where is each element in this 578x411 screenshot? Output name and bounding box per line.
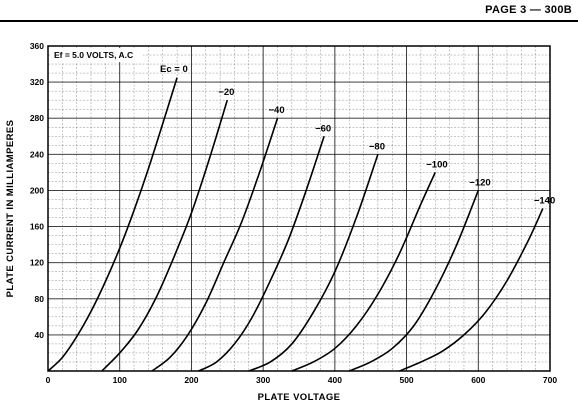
y-tick-label: 320 [30, 77, 44, 87]
curve-ec-neg140 [399, 208, 544, 372]
x-tick-label: 700 [543, 375, 557, 385]
curve-ec-neg80 [248, 154, 379, 372]
header-rule [0, 20, 578, 22]
curve-ec-neg120 [348, 190, 480, 372]
curve-label-ec-neg80: −80 [369, 141, 385, 152]
curve-label-ec-neg20: −20 [218, 87, 234, 98]
annotation-box [51, 48, 143, 62]
y-tick-label: 40 [35, 330, 45, 340]
curve-ec-neg20 [101, 99, 229, 372]
x-tick-label: 500 [399, 375, 413, 385]
page-header: PAGE 3 — 300B [0, 0, 578, 22]
curve-label-ec-neg140: −140 [534, 196, 555, 207]
curve-ec-neg60 [198, 136, 325, 372]
curve-ec-neg100 [291, 172, 436, 372]
y-tick-label: 280 [30, 113, 44, 123]
filament-annotation: Ef = 5.0 VOLTS, A.C [54, 50, 133, 60]
page-label: PAGE 3 — 300B [485, 4, 572, 16]
y-tick-label: 80 [35, 294, 45, 304]
grid-bias-annotation: Ec = 0 [160, 64, 188, 75]
x-tick-label: 100 [113, 375, 127, 385]
x-tick-label: 400 [328, 375, 342, 385]
x-tick-label: 300 [256, 375, 270, 385]
grid [48, 46, 550, 371]
y-tick-label: 360 [30, 41, 44, 51]
curve-ec-neg40 [151, 117, 279, 372]
curve-label-ec-neg40: −40 [268, 105, 284, 116]
curve-label-ec-neg60: −60 [315, 123, 331, 134]
x-tick-label: 200 [184, 375, 198, 385]
y-tick-label: 120 [30, 258, 44, 268]
x-tick-label: 0 [46, 375, 51, 385]
curves [47, 77, 544, 372]
x-tick-label: 600 [471, 375, 485, 385]
y-axis-title: PLATE CURRENT IN MILLIAMPERES [5, 120, 16, 298]
tick-labels: 0 100 200 300 400 500 600 700 40 80 120 160 200 240 28… [30, 41, 558, 385]
y-tick-label: 240 [30, 149, 44, 159]
curve-labels: −20 −40 −60 −80 −100 −120 −140 [218, 87, 555, 206]
y-tick-label: 160 [30, 222, 44, 232]
curve-label-ec-neg120: −120 [469, 177, 490, 188]
y-tick-label: 200 [30, 185, 44, 195]
curve-ec-0 [47, 77, 178, 372]
plot-frame [47, 45, 551, 372]
curve-label-ec-neg100: −100 [426, 159, 447, 170]
x-axis-title: PLATE VOLTAGE [258, 392, 341, 403]
